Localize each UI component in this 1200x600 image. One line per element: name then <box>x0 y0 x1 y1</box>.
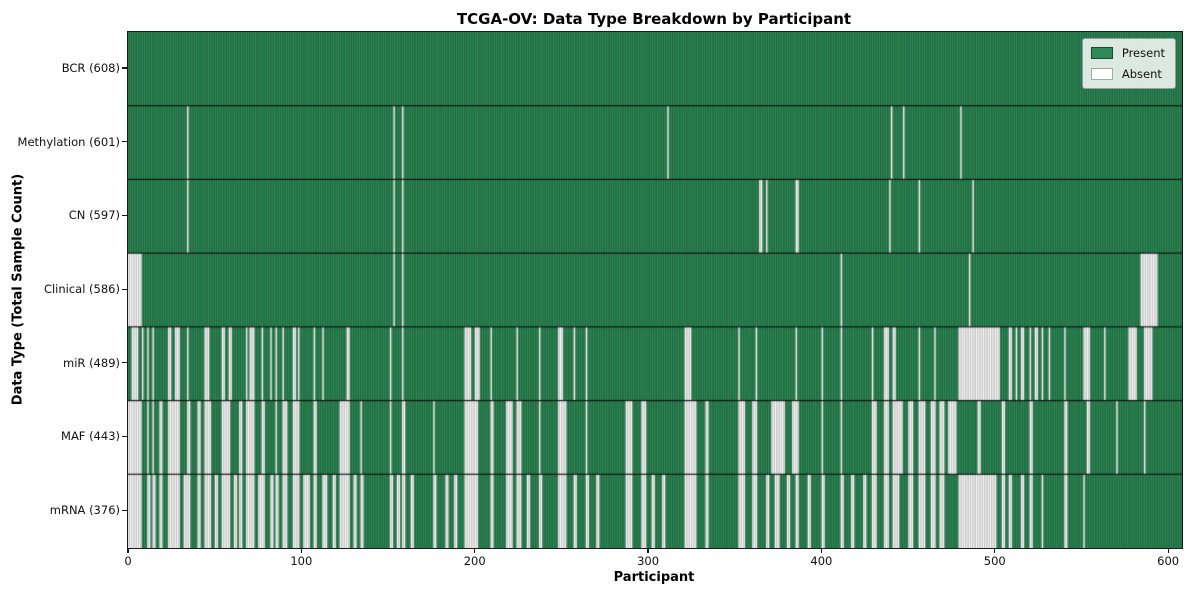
x-tick-label-400: 400 <box>810 554 833 568</box>
y-tick-mark <box>122 362 127 364</box>
legend-absent-label: Absent <box>1121 67 1162 81</box>
y-tick-mark <box>122 435 127 438</box>
y-tick-label-mRNA: mRNA (376) <box>49 503 120 518</box>
x-tick-mark <box>1167 549 1169 553</box>
x-tick-mark <box>474 549 476 553</box>
y-tick-label-Methylation: Methylation (601) <box>17 134 120 149</box>
x-tick-mark <box>994 549 996 553</box>
heatmap-canvas <box>128 32 1182 548</box>
y-tick-mark <box>122 288 127 290</box>
x-tick-label-200: 200 <box>463 554 486 568</box>
x-tick-mark <box>647 549 649 553</box>
legend-absent-swatch <box>1090 68 1113 80</box>
y-tick-mark <box>122 509 127 511</box>
y-tick-mark <box>122 67 127 69</box>
legend: Present Absent <box>1081 38 1176 89</box>
legend-present-label: Present <box>1121 46 1165 60</box>
legend-entry-present: Present <box>1090 46 1165 60</box>
y-tick-label-Clinical: Clinical (586) <box>43 282 120 296</box>
x-tick-mark <box>820 549 822 553</box>
y-tick-label-MAF: MAF (443) <box>61 429 120 444</box>
x-tick-mark <box>127 549 129 553</box>
x-tick-label-0: 0 <box>124 554 132 568</box>
y-tick-label-CN: CN (597) <box>68 208 120 223</box>
plot-area: Present Absent <box>127 31 1183 549</box>
y-tick-label-BCR: BCR (608) <box>61 60 120 75</box>
legend-entry-absent: Absent <box>1090 67 1165 81</box>
x-tick-label-600: 600 <box>1157 554 1180 568</box>
legend-present-swatch <box>1090 47 1113 59</box>
y-tick-mark <box>122 141 127 143</box>
x-tick-label-300: 300 <box>637 554 660 568</box>
chart-title: TCGA-OV: Data Type Breakdown by Particip… <box>456 10 852 28</box>
y-tick-mark <box>122 214 127 216</box>
y-tick-label-miR: miR (489) <box>63 355 120 370</box>
x-axis-label: Participant <box>613 570 695 585</box>
x-tick-label-100: 100 <box>290 554 313 568</box>
x-tick-mark <box>300 549 302 553</box>
x-tick-label-500: 500 <box>983 554 1006 568</box>
